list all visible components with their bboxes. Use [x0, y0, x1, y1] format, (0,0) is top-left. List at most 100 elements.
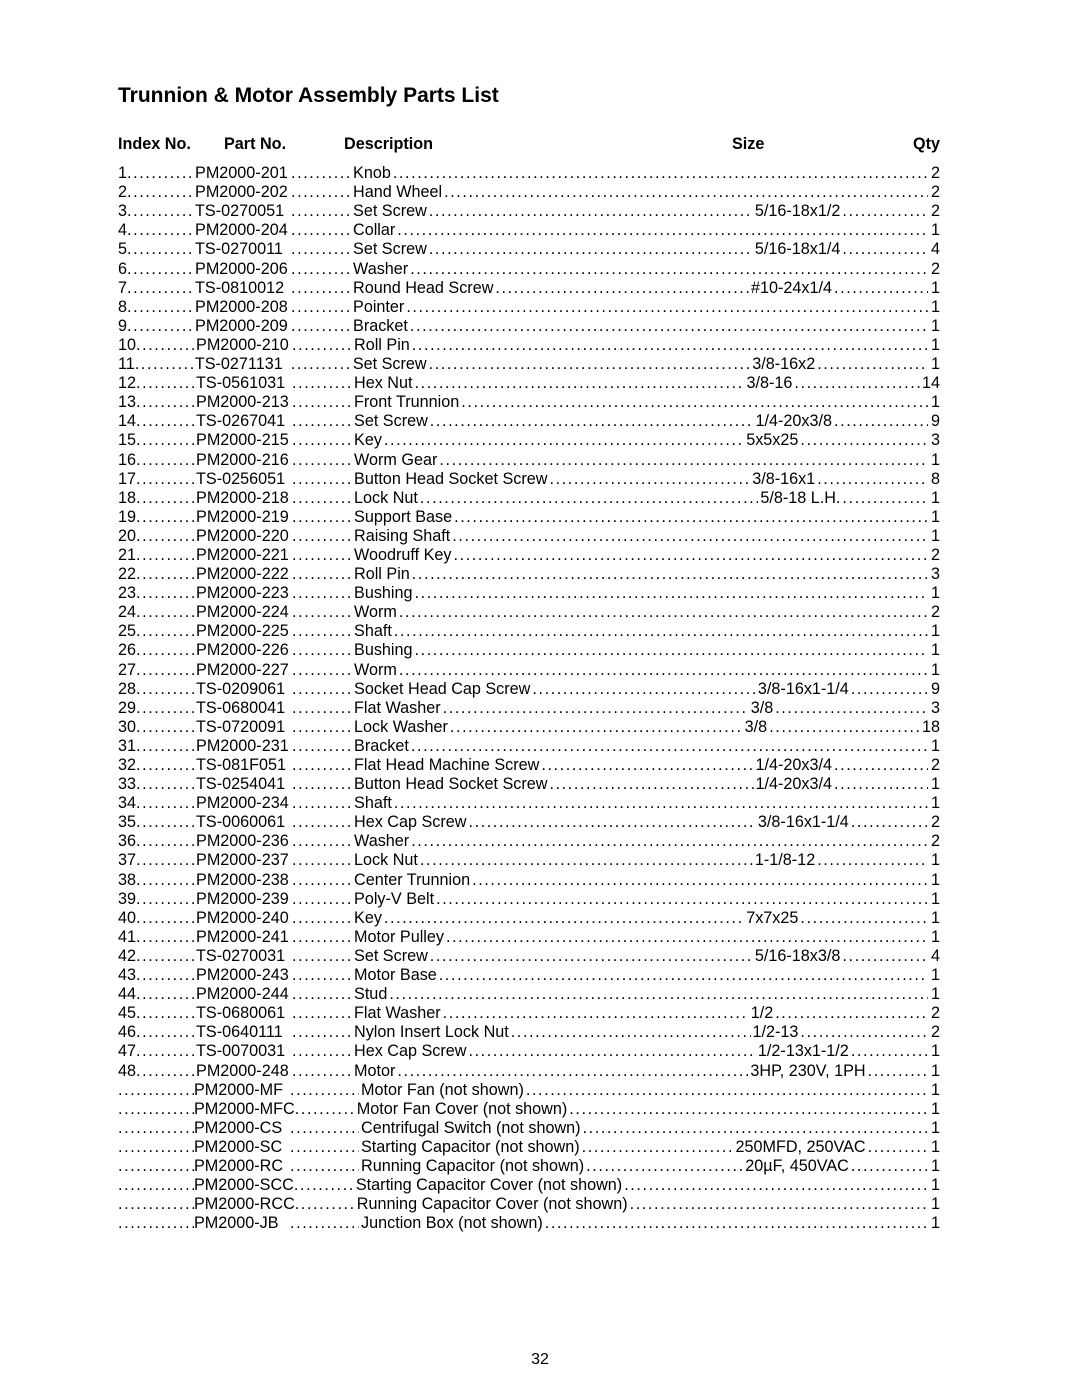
cell-index: 9	[118, 318, 127, 337]
cell-qty: 1	[928, 318, 940, 337]
cell-description: Roll Pin	[352, 566, 412, 585]
cell-size: 1/2-13	[751, 1024, 801, 1043]
leader-dots	[472, 872, 928, 891]
cell-description: Bushing	[352, 642, 415, 661]
leader-dots	[429, 356, 751, 375]
leader-dots	[292, 872, 352, 891]
cell-size: 3/8-16x1-1/4	[756, 814, 851, 833]
leader-dots	[444, 184, 928, 203]
leader-dots	[410, 261, 928, 280]
table-row: 22PM2000-222Roll Pin 3	[118, 566, 940, 585]
cell-index: 34	[118, 795, 136, 814]
leader-dots	[135, 356, 195, 375]
cell-description: Key	[352, 910, 384, 929]
cell-part-no: PM2000-MFC	[194, 1101, 295, 1120]
table-row: 33TS-0254041Button Head Socket Screw1/4-…	[118, 776, 940, 795]
cell-part-no: TS-0267041	[196, 413, 292, 432]
table-row: 32TS-081F051Flat Head Machine Screw1/4-2…	[118, 757, 940, 776]
cell-index: 13	[118, 394, 136, 413]
cell-qty: 4	[928, 948, 940, 967]
cell-index: 41	[118, 929, 136, 948]
leader-dots	[549, 471, 750, 490]
cell-description: Raising Shaft	[352, 528, 452, 547]
cell-description: Centrifugal Switch (not shown)	[359, 1120, 583, 1139]
leader-dots	[545, 1215, 928, 1234]
leader-dots	[420, 852, 753, 871]
cell-qty: 1	[928, 1139, 940, 1158]
cell-part-no: TS-0271131	[195, 356, 291, 375]
table-row: 2PM2000-202Hand Wheel 2	[118, 184, 940, 203]
cell-index: 42	[118, 948, 136, 967]
leader-dots	[454, 547, 929, 566]
cell-qty: 1	[928, 1177, 940, 1196]
cell-part-no: PM2000-216	[196, 452, 292, 471]
cell-part-no: PM2000-MF	[194, 1082, 290, 1101]
cell-description: Bushing	[352, 585, 415, 604]
table-row: 15PM2000-215Key5x5x25 3	[118, 432, 940, 451]
cell-part-no: TS-0680041	[196, 700, 292, 719]
cell-qty: 1	[928, 642, 940, 661]
leader-dots	[292, 852, 352, 871]
cell-qty: 1	[928, 356, 940, 375]
cell-index: 11	[118, 356, 135, 375]
cell-qty: 1	[928, 394, 940, 413]
leader-dots	[439, 452, 928, 471]
leader-dots	[399, 604, 928, 623]
cell-qty: 3	[928, 432, 940, 451]
leader-dots	[292, 738, 352, 757]
cell-index: 27	[118, 662, 136, 681]
cell-qty: 14	[922, 375, 940, 394]
table-row: 23PM2000-223Bushing 1	[118, 585, 940, 604]
table-row: 16PM2000-216Worm Gear 1	[118, 452, 940, 471]
cell-size: 1-1/8-12	[753, 852, 817, 871]
leader-dots	[127, 165, 195, 184]
leader-dots	[127, 318, 195, 337]
table-row: 37PM2000-237Lock Nut1-1/8-12 1	[118, 852, 940, 871]
leader-dots	[127, 222, 195, 241]
leader-dots	[834, 757, 928, 776]
leader-dots	[290, 1120, 359, 1139]
leader-dots	[290, 1139, 359, 1158]
cell-qty: 1	[928, 1063, 940, 1082]
leader-dots	[842, 490, 928, 509]
cell-index: 46	[118, 1024, 136, 1043]
leader-dots	[292, 814, 352, 833]
cell-index: 19	[118, 509, 136, 528]
table-row: 20PM2000-220Raising Shaft 1	[118, 528, 940, 547]
leader-dots	[454, 509, 928, 528]
leader-dots	[630, 1196, 928, 1215]
leader-dots	[800, 432, 928, 451]
cell-index: 33	[118, 776, 136, 795]
cell-size: 5/16-18x1/2	[753, 203, 843, 222]
cell-description: Starting Capacitor Cover (not shown)	[354, 1177, 624, 1196]
table-row: 8PM2000-208Pointer 1	[118, 299, 940, 318]
cell-qty: 2	[928, 604, 940, 623]
leader-dots	[291, 261, 351, 280]
cell-description: Worm	[352, 604, 399, 623]
leader-dots	[118, 1082, 194, 1101]
table-row: 19PM2000-219Support Base 1	[118, 509, 940, 528]
cell-size: 20µF, 450VAC	[743, 1158, 851, 1177]
leader-dots	[495, 280, 749, 299]
cell-description: Center Trunnion	[352, 872, 472, 891]
leader-dots	[817, 852, 928, 871]
leader-dots	[292, 604, 352, 623]
leader-dots	[834, 776, 928, 795]
leader-dots	[292, 910, 352, 929]
cell-description: Motor Fan (not shown)	[359, 1082, 526, 1101]
cell-qty: 1	[928, 738, 940, 757]
cell-part-no: TS-0810012	[195, 280, 291, 299]
leader-dots	[291, 241, 351, 260]
cell-description: Stud	[352, 986, 389, 1005]
cell-description: Shaft	[352, 623, 394, 642]
cell-size: 3/8-16x1	[750, 471, 817, 490]
leader-dots	[292, 948, 352, 967]
cell-description: Starting Capacitor (not shown)	[359, 1139, 582, 1158]
cell-description: Running Capacitor Cover (not shown)	[355, 1196, 630, 1215]
leader-dots	[292, 432, 352, 451]
header-description: Description	[344, 136, 732, 155]
table-row: 42TS-0270031Set Screw5/16-18x3/8 4	[118, 948, 940, 967]
cell-description: Pointer	[351, 299, 406, 318]
cell-description: Set Screw	[351, 356, 429, 375]
cell-qty: 1	[928, 490, 940, 509]
